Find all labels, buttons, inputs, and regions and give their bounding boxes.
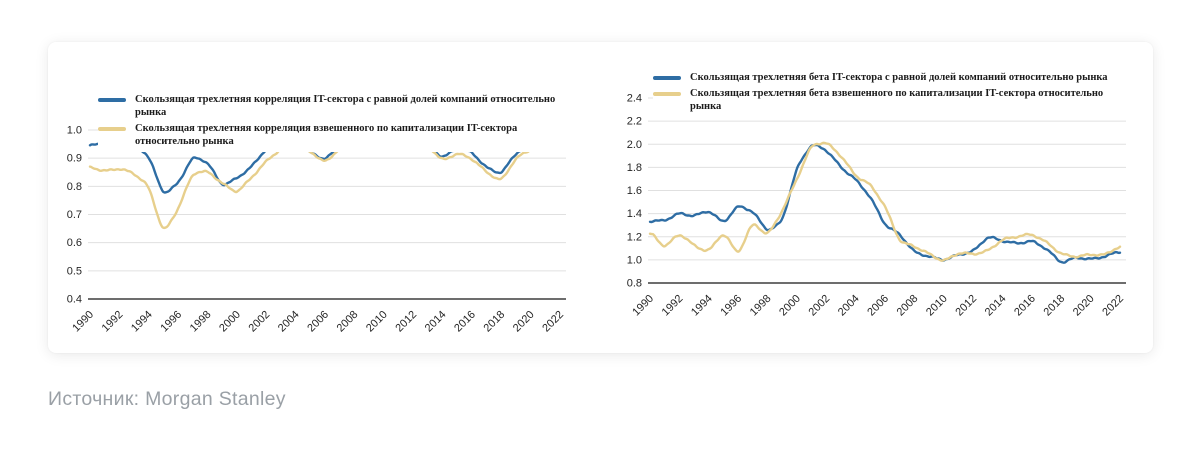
legend-marker-line <box>98 98 126 102</box>
y-tick-label: 0.7 <box>67 209 82 221</box>
x-tick-label: 2010 <box>924 293 950 319</box>
x-tick-label: 1992 <box>660 293 686 319</box>
x-tick-label: 2016 <box>1012 293 1038 319</box>
correlation-chart: Скользящая трехлетняя корреляция IT-сект… <box>48 42 1153 353</box>
y-tick-label: 1.2 <box>627 231 642 243</box>
x-tick-label: 2004 <box>836 293 862 319</box>
y-tick-label: 0.5 <box>67 265 82 277</box>
x-tick-label: 1994 <box>689 293 715 319</box>
legend-item-label: Скользящая трехлетняя бета взвешенного п… <box>690 88 1104 113</box>
x-tick-label: 1990 <box>630 293 656 319</box>
y-tick-label: 0.6 <box>67 237 82 249</box>
y-tick-label: 2.2 <box>627 116 642 128</box>
y-tick-label: 2.0 <box>627 139 642 151</box>
charts-card: Скользящая трехлетняя корреляция IT-сект… <box>48 42 1153 353</box>
y-tick-label: 0.9 <box>67 153 82 165</box>
x-tick-label: 2012 <box>953 293 979 319</box>
series-line-cap-weight <box>648 141 1122 262</box>
source-attribution: Источник: Morgan Stanley <box>48 388 286 411</box>
y-tick-label: 0.8 <box>627 278 642 290</box>
y-tick-label: 2.4 <box>627 93 642 105</box>
y-tick-label: 0.8 <box>67 181 82 193</box>
x-tick-label: 1996 <box>718 293 744 319</box>
legend-marker-line <box>98 127 126 131</box>
legend-marker-line <box>653 76 681 80</box>
legend-item: Скользящая трехлетняя бета взвешенного п… <box>653 87 1133 113</box>
source-text: Источник: Morgan Stanley <box>48 388 286 410</box>
beta-chart: Скользящая трехлетняя бета IT-сектора с … <box>48 42 1153 353</box>
y-tick-label: 1.0 <box>67 125 82 137</box>
x-tick-label: 2006 <box>865 293 891 319</box>
legend: Скользящая трехлетняя корреляция IT-сект… <box>98 93 578 152</box>
y-tick-label: 1.8 <box>627 162 642 174</box>
legend-item-label: Скользящая трехлетняя корреляция взвешен… <box>135 123 518 148</box>
y-tick-label: 0.4 <box>67 294 82 306</box>
legend-item-label: Скользящая трехлетняя корреляция IT-сект… <box>135 94 556 119</box>
legend: Скользящая трехлетняя бета IT-сектора с … <box>653 71 1133 117</box>
legend-item: Скользящая трехлетняя бета IT-сектора с … <box>653 71 1133 84</box>
legend-item: Скользящая трехлетняя корреляция взвешен… <box>98 122 578 148</box>
series-line-equal-weight <box>88 138 562 194</box>
x-tick-label: 2022 <box>1100 293 1126 319</box>
y-tick-label: 1.0 <box>627 254 642 266</box>
y-tick-label: 1.4 <box>627 208 642 220</box>
x-tick-label: 2018 <box>1042 293 1068 319</box>
series-line-equal-weight <box>648 143 1122 264</box>
y-tick-label: 1.6 <box>627 185 642 197</box>
x-tick-label: 2020 <box>1071 293 1097 319</box>
x-tick-label: 2002 <box>807 293 833 319</box>
series-line-cap-weight <box>88 140 562 230</box>
legend-item-label: Скользящая трехлетняя бета IT-сектора с … <box>690 72 1108 83</box>
legend-item: Скользящая трехлетняя корреляция IT-сект… <box>98 93 578 119</box>
legend-marker-line <box>653 92 681 96</box>
x-tick-label: 2014 <box>983 293 1009 319</box>
x-tick-label: 1998 <box>748 293 774 319</box>
x-tick-label: 2000 <box>777 293 803 319</box>
x-tick-label: 2008 <box>895 293 921 319</box>
